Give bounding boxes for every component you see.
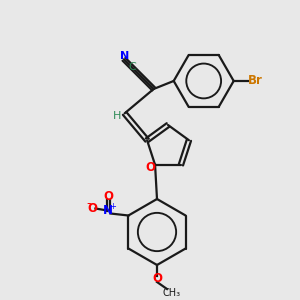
Text: O: O [103,190,113,203]
Text: H: H [112,111,121,122]
Text: Br: Br [248,74,263,88]
Text: N: N [102,204,112,217]
Text: C: C [129,62,136,72]
Text: -: - [86,197,91,210]
Text: N: N [120,51,130,61]
Text: O: O [152,272,162,286]
Text: O: O [87,202,98,215]
Text: CH₃: CH₃ [163,288,181,298]
Text: +: + [109,202,116,211]
Text: O: O [145,161,155,174]
